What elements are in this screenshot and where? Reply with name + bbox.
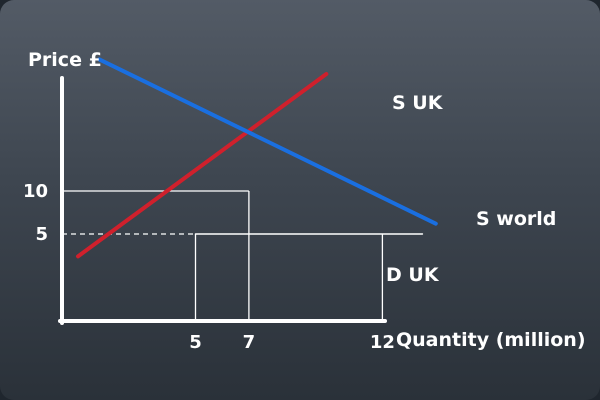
y-tick-label-10: 10 (23, 181, 48, 202)
x-tick-label-7: 7 (243, 332, 256, 353)
tick-labels: 5 7 12 10 5 (23, 181, 395, 353)
series-line-d-uk (97, 57, 438, 226)
curves (76, 57, 438, 259)
series-line-s-uk (76, 72, 329, 259)
x-tick-label-5: 5 (189, 332, 202, 353)
y-axis-title: Price £ (28, 49, 102, 71)
series-label-d-uk: D UK (386, 264, 440, 286)
series-label-s-world: S world (476, 208, 556, 230)
y-tick-label-5: 5 (35, 224, 48, 245)
guide-lines (62, 190, 384, 321)
x-tick-label-12: 12 (370, 332, 395, 353)
x-axis-title: Quantity (million) (396, 329, 586, 351)
series-label-s-uk: S UK (392, 92, 444, 114)
axes (58, 76, 387, 325)
